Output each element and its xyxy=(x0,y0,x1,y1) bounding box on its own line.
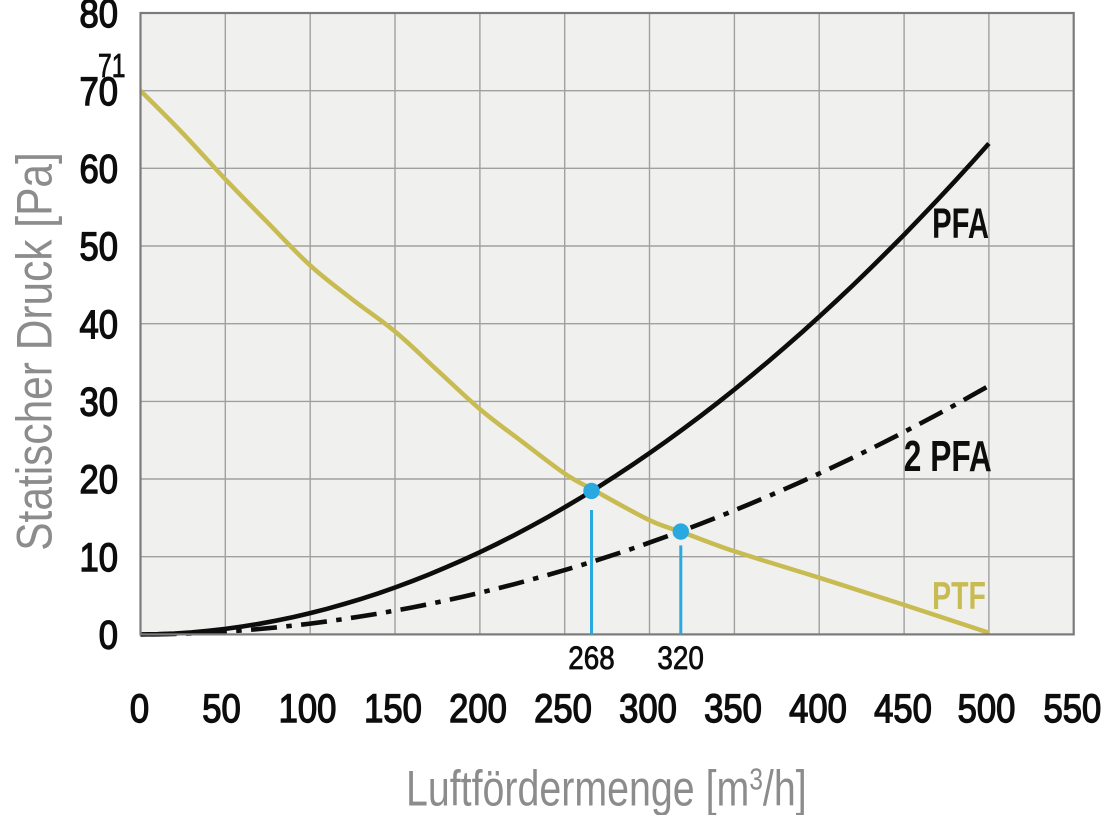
svg-text:2 PFA: 2 PFA xyxy=(904,432,992,481)
svg-text:450: 450 xyxy=(874,685,932,730)
svg-text:Statischer Druck [Pa]: Statischer Druck [Pa] xyxy=(6,152,62,551)
svg-text:71: 71 xyxy=(98,49,126,85)
svg-text:20: 20 xyxy=(80,457,118,502)
svg-text:30: 30 xyxy=(80,379,118,424)
svg-text:350: 350 xyxy=(704,685,762,730)
svg-text:200: 200 xyxy=(449,685,507,730)
svg-text:40: 40 xyxy=(80,302,118,347)
svg-text:300: 300 xyxy=(619,685,677,730)
svg-text:400: 400 xyxy=(789,685,847,730)
svg-text:PFA: PFA xyxy=(932,199,989,247)
svg-text:0: 0 xyxy=(99,612,118,657)
svg-text:150: 150 xyxy=(364,685,422,730)
svg-text:50: 50 xyxy=(202,685,240,730)
svg-text:268: 268 xyxy=(568,641,614,676)
svg-text:100: 100 xyxy=(279,685,337,730)
svg-text:50: 50 xyxy=(80,224,118,269)
svg-text:250: 250 xyxy=(534,685,592,730)
svg-text:80: 80 xyxy=(80,0,118,36)
svg-text:60: 60 xyxy=(80,146,118,191)
svg-text:320: 320 xyxy=(657,641,703,676)
svg-text:PTF: PTF xyxy=(932,575,986,618)
svg-text:10: 10 xyxy=(80,535,118,580)
svg-text:500: 500 xyxy=(958,685,1016,730)
svg-text:550: 550 xyxy=(1044,685,1102,730)
svg-text:0: 0 xyxy=(130,685,149,730)
svg-text:70: 70 xyxy=(80,69,118,114)
svg-text:Luftfördermenge [m3/h]: Luftfördermenge [m3/h] xyxy=(406,760,807,815)
